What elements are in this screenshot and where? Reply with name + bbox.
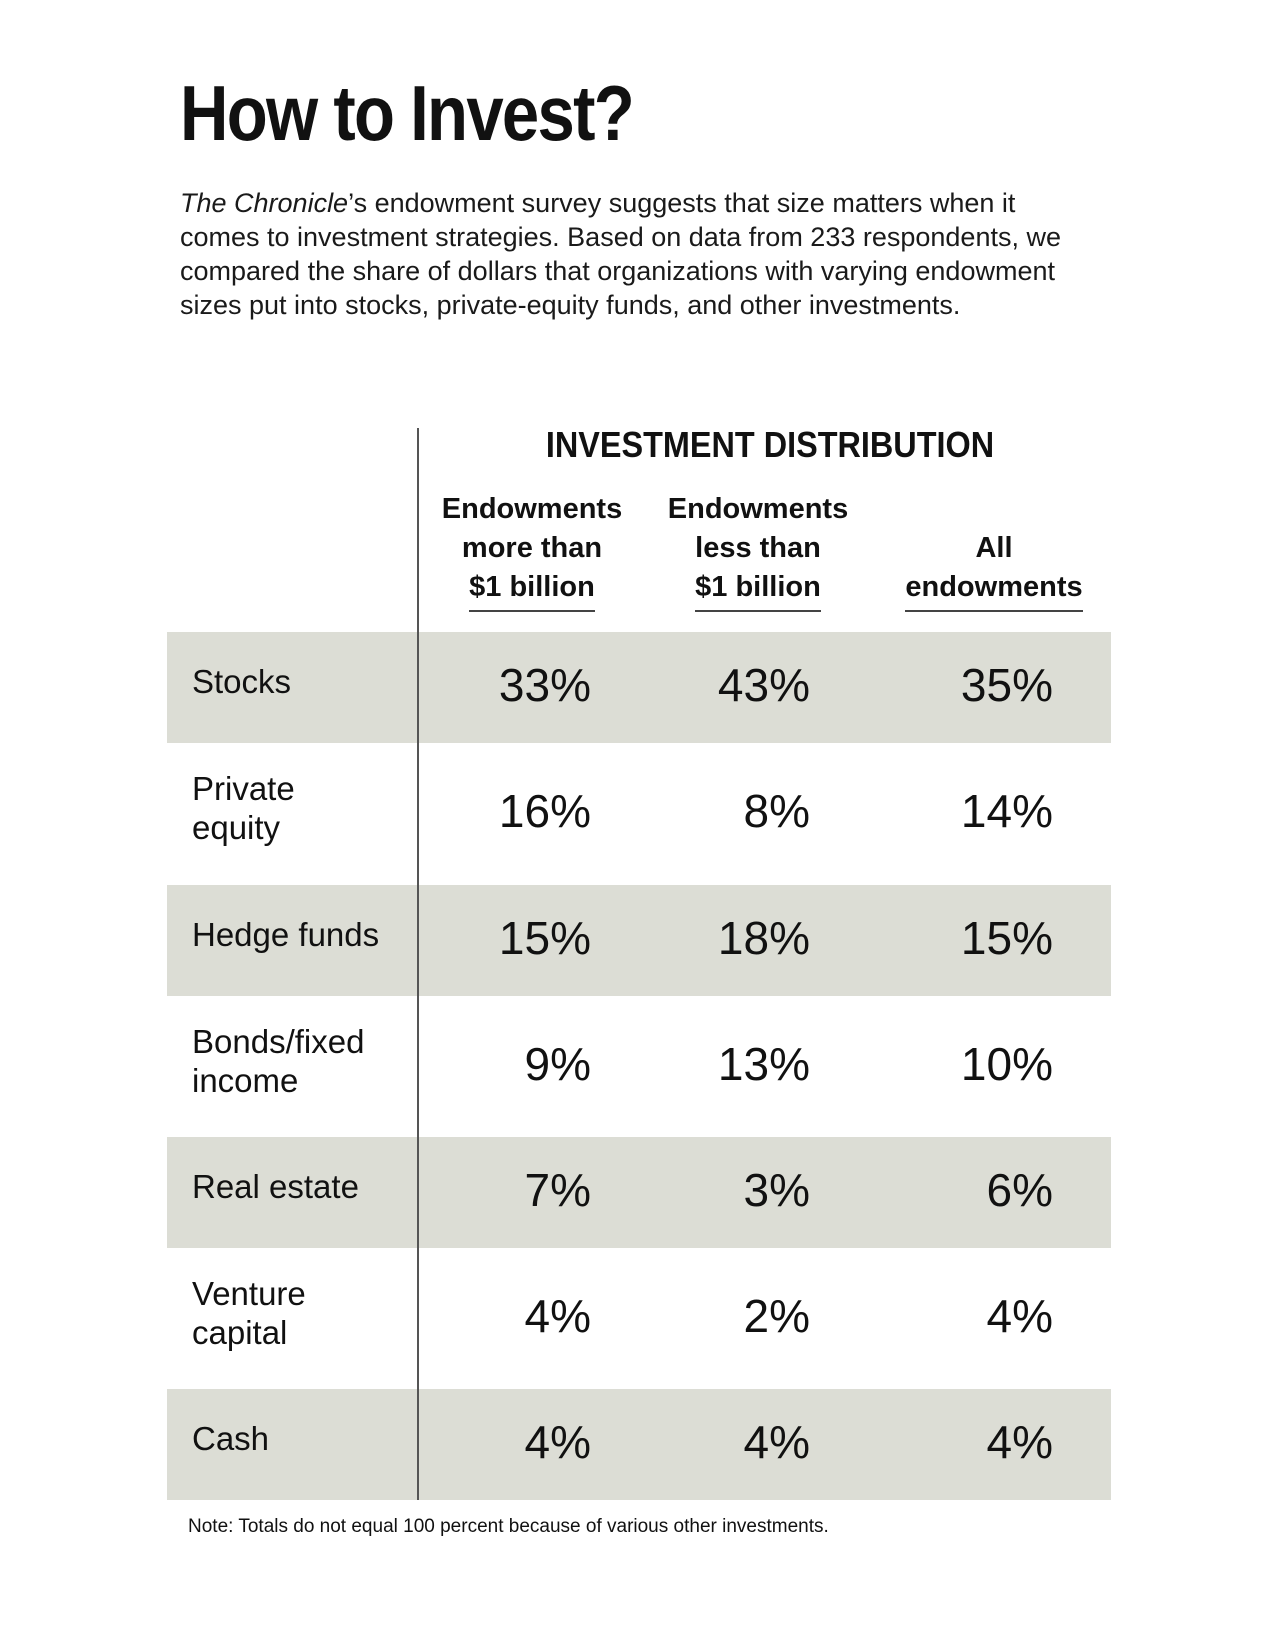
column-header-line: $1 billion — [695, 568, 821, 612]
table-row: Real estate 7% 3% 6% — [167, 1137, 1111, 1248]
row-label: Cash — [192, 1419, 269, 1458]
table-row: Bonds/fixed income 9% 13% 10% — [167, 996, 1111, 1137]
table-row: Stocks 33% 43% 35% — [167, 632, 1111, 743]
column-divider — [417, 428, 419, 1500]
value-cell: 43% — [717, 658, 810, 711]
value-cell: 9% — [524, 1037, 591, 1090]
value-cell: 15% — [960, 911, 1053, 964]
value-cell: 33% — [498, 658, 591, 711]
publication-name: The Chronicle — [180, 188, 349, 218]
row-label-line: Cash — [192, 1420, 270, 1457]
value-cell: 4% — [743, 1415, 810, 1468]
value-cell: 4% — [524, 1289, 591, 1342]
row-label-line: Bonds/fixed — [192, 1022, 365, 1060]
column-header: All endowments — [874, 490, 1114, 612]
table-row: Private equity 16% 8% 14% — [167, 743, 1111, 885]
column-header-line: Endowments — [441, 493, 623, 525]
row-label: Private equity — [192, 769, 295, 847]
intro-paragraph: The Chronicle’s endowment survey suggest… — [180, 186, 1100, 322]
value-cell: 13% — [717, 1037, 810, 1090]
value-cell: 4% — [986, 1415, 1053, 1468]
row-label-line: equity — [192, 809, 281, 846]
intro-text: ’s endowment survey suggests that size m… — [180, 188, 1061, 320]
value-cell: 3% — [743, 1163, 810, 1216]
row-label: Bonds/fixed income — [192, 1022, 364, 1100]
row-label-line: Stocks — [192, 663, 292, 700]
row-label: Real estate — [192, 1167, 359, 1206]
row-label-line: income — [192, 1061, 299, 1099]
column-header-line: less than — [695, 532, 821, 564]
table-row: Hedge funds 15% 18% 15% — [167, 885, 1111, 996]
column-header-line: Endowments — [667, 493, 849, 525]
footnote: Note: Totals do not equal 100 percent be… — [188, 1516, 829, 1537]
value-cell: 18% — [717, 911, 810, 964]
column-header: Endowments more than $1 billion — [422, 490, 642, 612]
value-cell: 14% — [960, 785, 1053, 837]
value-cell: 8% — [743, 785, 810, 837]
column-header-line: All — [975, 532, 1013, 564]
group-header: INVESTMENT DISTRIBUTION — [545, 424, 995, 465]
row-label-line: Venture — [192, 1274, 306, 1312]
table-row: Venture capital 4% 2% 4% — [167, 1248, 1111, 1389]
column-header: Endowments less than $1 billion — [648, 490, 868, 612]
row-label-line: Private — [192, 770, 295, 807]
page-title: How to Invest? — [180, 69, 635, 157]
value-cell: 16% — [498, 785, 591, 837]
value-cell: 2% — [743, 1289, 810, 1342]
value-cell: 35% — [960, 658, 1053, 711]
value-cell: 6% — [986, 1163, 1053, 1216]
row-label: Stocks — [192, 662, 291, 701]
table-row: Cash 4% 4% 4% — [167, 1389, 1111, 1500]
value-cell: 4% — [524, 1415, 591, 1468]
row-label-line: Hedge funds — [192, 916, 380, 953]
value-cell: 4% — [986, 1289, 1053, 1342]
value-cell: 7% — [524, 1163, 591, 1216]
column-header-line — [874, 490, 1114, 529]
value-cell: 15% — [498, 911, 591, 964]
column-header-line: $1 billion — [469, 568, 595, 612]
row-label: Venture capital — [192, 1274, 306, 1352]
row-label: Hedge funds — [192, 915, 379, 954]
column-header-line: more than — [461, 532, 603, 564]
value-cell: 10% — [960, 1037, 1053, 1090]
row-label-line: Real estate — [192, 1168, 359, 1205]
column-header-line: endowments — [905, 568, 1083, 612]
row-label-line: capital — [192, 1313, 288, 1351]
